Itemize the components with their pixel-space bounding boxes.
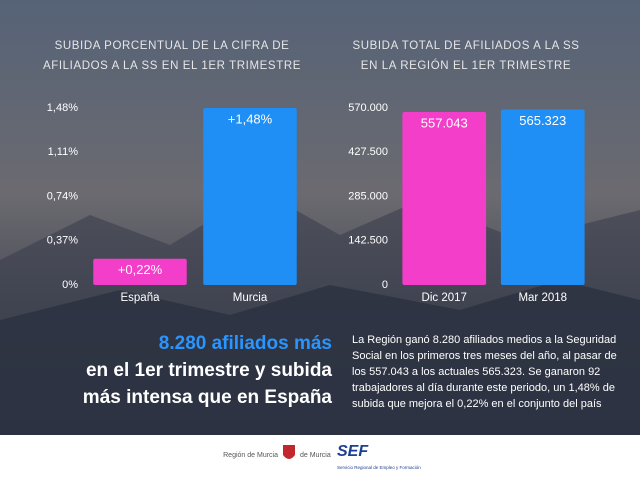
x-tick-label: Dic 2017 <box>422 292 467 304</box>
bar <box>500 109 585 285</box>
sef-name: Servicio Regional de Empleo y Formación <box>337 465 421 470</box>
chart-title: EN LA REGIÓN EL 1ER TRIMESTRE <box>361 59 571 72</box>
bar <box>402 112 487 285</box>
charts: SUBIDA PORCENTUAL DE LA CIFRA DE AFILIADO… <box>0 0 640 435</box>
region-text: Región de Murcia <box>223 452 278 459</box>
headline: 8.280 afiliados más en el 1er trimestre … <box>60 330 332 411</box>
sef-logo: SEF <box>337 443 369 460</box>
y-tick-label: 0 <box>382 279 388 291</box>
body-text: La Región ganó 8.280 afiliados medios a … <box>352 334 617 410</box>
x-tick-label: Mar 2018 <box>518 292 567 304</box>
chart-title: AFILIADOS A LA SS EN EL 1ER TRIMESTRE <box>43 60 301 72</box>
chart-title: SUBIDA PORCENTUAL DE LA CIFRA DE <box>55 40 290 52</box>
region-shield <box>283 445 295 459</box>
value-label: +1,48% <box>228 111 273 126</box>
value-label: +0,22% <box>118 262 163 277</box>
y-tick-label: 142.500 <box>348 235 388 247</box>
bar <box>93 258 187 285</box>
y-tick-label: 570.000 <box>348 102 388 114</box>
value-label: 557.043 <box>421 115 468 130</box>
x-tick-label: España <box>120 292 160 304</box>
y-tick-label: 285.000 <box>348 190 388 202</box>
x-tick-label: Murcia <box>233 292 268 304</box>
y-tick-label: 1,48% <box>47 102 78 114</box>
chart-title: SUBIDA TOTAL DE AFILIADOS A LA SS <box>352 40 579 52</box>
headline-line: en el 1er trimestre y subida <box>85 360 332 381</box>
y-tick-label: 0,74% <box>47 190 78 202</box>
footer: Región de Murcia de Murcia SEF Servicio … <box>0 435 640 480</box>
bar <box>203 108 297 285</box>
value-label: 565.323 <box>519 113 566 128</box>
mountains <box>0 280 640 435</box>
headline-line: 8.280 afiliados más <box>158 333 332 354</box>
y-tick-label: 0,37% <box>47 235 78 247</box>
y-tick-label: 0% <box>62 279 78 291</box>
y-tick-label: 1,11% <box>48 146 79 158</box>
region-text-2: de Murcia <box>300 452 331 459</box>
footer-bg <box>0 435 640 480</box>
y-tick-label: 427.500 <box>348 146 388 158</box>
headline-line: más intensa que en España <box>82 387 332 408</box>
